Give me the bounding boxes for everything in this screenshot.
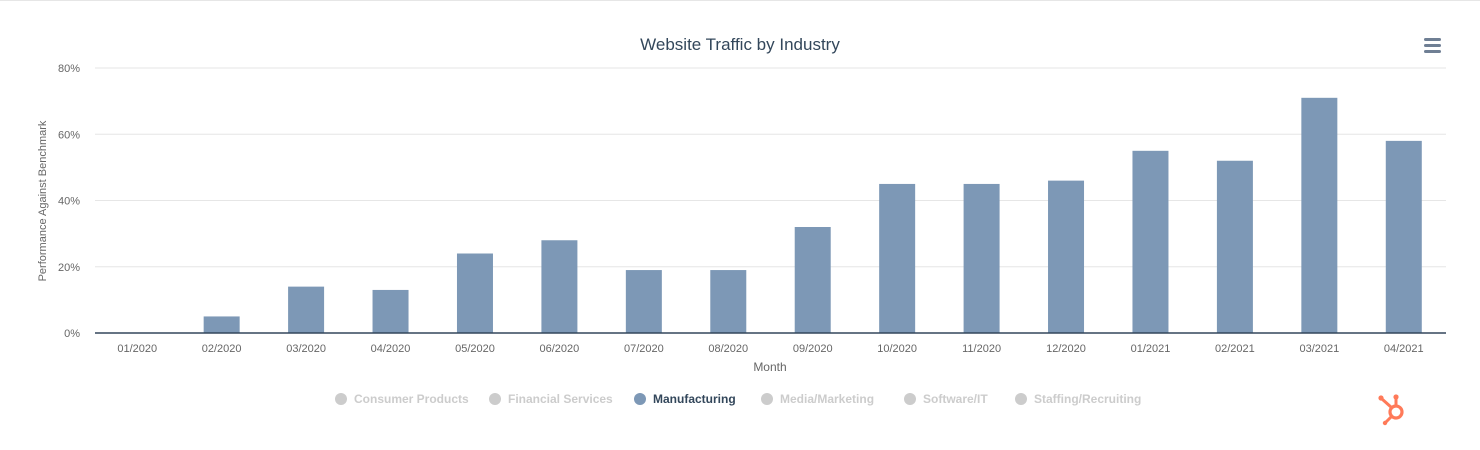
y-axis-ticks: 0% 20% 40% 60% 80% xyxy=(58,63,80,340)
legend-dot-icon xyxy=(634,393,646,405)
legend-dot-icon xyxy=(904,393,916,405)
y-tick-label: 60% xyxy=(58,129,80,141)
bar-07-2020[interactable] xyxy=(625,270,662,333)
x-tick-label: 12/2020 xyxy=(1046,343,1086,355)
y-tick-label: 40% xyxy=(58,196,80,208)
bar-08-2020[interactable] xyxy=(710,270,747,333)
x-tick-label: 02/2020 xyxy=(202,343,242,355)
legend-item-consumer-products[interactable]: Consumer Products xyxy=(335,388,469,410)
bar-12-2020[interactable] xyxy=(1048,180,1085,333)
x-tick-label: 10/2020 xyxy=(877,343,917,355)
x-tick-label: 07/2020 xyxy=(624,343,664,355)
x-tick-label: 02/2021 xyxy=(1215,343,1255,355)
legend-item-staffing-recruiting[interactable]: Staffing/Recruiting xyxy=(1015,388,1141,410)
hamburger-menu-icon xyxy=(1424,38,1441,41)
x-tick-label: 09/2020 xyxy=(793,343,833,355)
bar-11-2020[interactable] xyxy=(963,183,1000,333)
legend-dot-icon xyxy=(761,393,773,405)
chart-canvas: Website Traffic by Industry 0% 20% 40% 60% 8… xyxy=(37,35,1446,374)
chart-menu-button[interactable] xyxy=(1424,38,1446,58)
x-tick-label: 05/2020 xyxy=(455,343,495,355)
y-tick-label: 20% xyxy=(58,262,80,274)
x-axis-ticks: 01/2020 02/2020 03/2020 04/2020 05/2020 06/20… xyxy=(117,343,1423,355)
x-axis-title: Month xyxy=(753,360,786,374)
bar-02-2021[interactable] xyxy=(1216,160,1253,333)
bar-03-2020[interactable] xyxy=(288,286,325,333)
x-tick-label: 04/2021 xyxy=(1384,343,1424,355)
x-tick-label: 08/2020 xyxy=(708,343,748,355)
x-tick-label: 03/2020 xyxy=(286,343,326,355)
top-border xyxy=(0,0,1480,1)
bar-06-2020[interactable] xyxy=(541,240,578,333)
x-tick-label: 04/2020 xyxy=(371,343,411,355)
legend-label: Staffing/Recruiting xyxy=(1034,392,1142,406)
x-tick-label: 06/2020 xyxy=(540,343,580,355)
legend-label: Software/IT xyxy=(923,392,988,406)
legend-label: Manufacturing xyxy=(653,392,736,406)
legend-dot-icon xyxy=(489,393,501,405)
chart-title: Website Traffic by Industry xyxy=(640,35,840,54)
legend-dot-icon xyxy=(1015,393,1027,405)
bar-10-2020[interactable] xyxy=(879,183,916,333)
legend: Consumer Products Financial Services Manuf… xyxy=(0,388,1480,410)
bar-02-2020[interactable] xyxy=(203,316,240,333)
bar-01-2021[interactable] xyxy=(1132,150,1169,333)
y-axis-title: Performance Against Benchmark xyxy=(37,120,49,281)
bar-04-2020[interactable] xyxy=(372,289,409,333)
bar-04-2021[interactable] xyxy=(1385,140,1422,333)
bar-09-2020[interactable] xyxy=(794,227,831,333)
y-tick-label: 80% xyxy=(58,63,80,75)
bar-05-2020[interactable] xyxy=(456,253,493,334)
legend-label: Consumer Products xyxy=(354,392,469,406)
legend-dot-icon xyxy=(335,393,347,405)
legend-label: Media/Marketing xyxy=(780,392,875,406)
legend-item-financial-services[interactable]: Financial Services xyxy=(489,388,613,410)
legend-item-manufacturing[interactable]: Manufacturing xyxy=(634,388,736,410)
x-tick-label: 01/2021 xyxy=(1131,343,1171,355)
x-tick-label: 03/2021 xyxy=(1299,343,1339,355)
x-tick-label: 01/2020 xyxy=(117,343,157,355)
legend-item-media-marketing[interactable]: Media/Marketing xyxy=(761,388,874,410)
y-tick-label: 0% xyxy=(64,328,80,340)
bar-03-2021[interactable] xyxy=(1301,97,1338,333)
x-tick-label: 11/2020 xyxy=(962,343,1001,355)
bars xyxy=(203,97,1422,334)
legend-label: Financial Services xyxy=(508,392,613,406)
legend-item-software-it[interactable]: Software/IT xyxy=(904,388,988,410)
hubspot-logo-icon xyxy=(1378,394,1404,426)
